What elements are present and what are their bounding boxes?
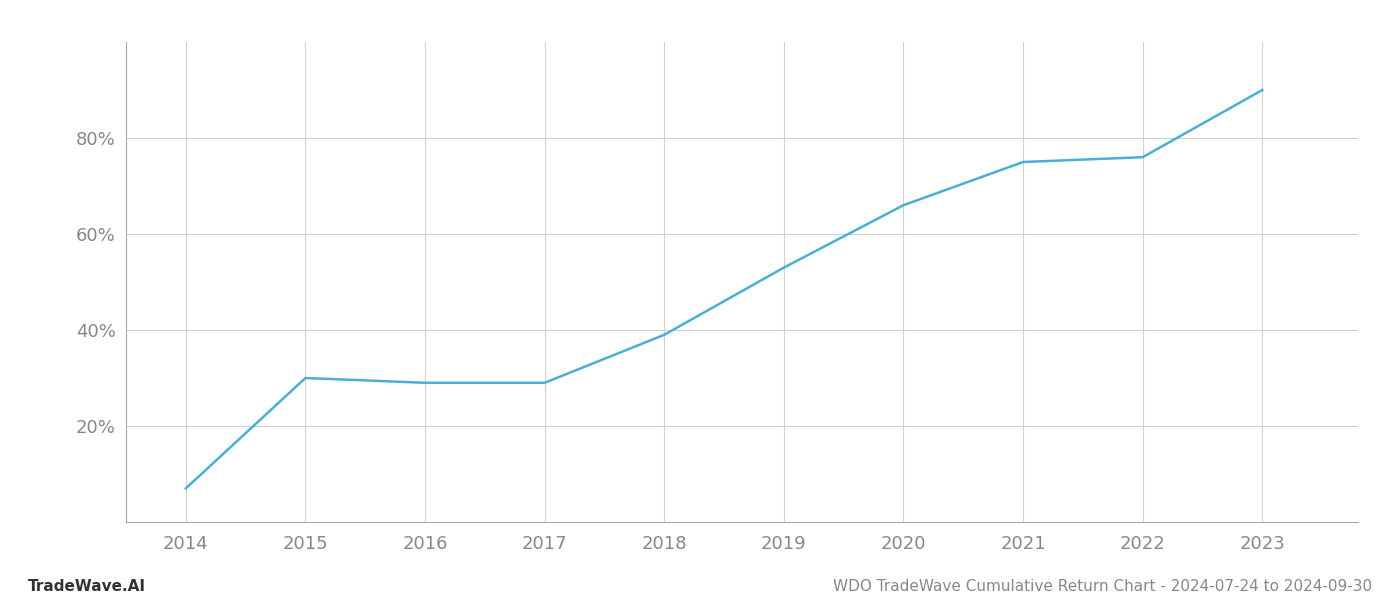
Text: TradeWave.AI: TradeWave.AI [28,579,146,594]
Text: WDO TradeWave Cumulative Return Chart - 2024-07-24 to 2024-09-30: WDO TradeWave Cumulative Return Chart - … [833,579,1372,594]
